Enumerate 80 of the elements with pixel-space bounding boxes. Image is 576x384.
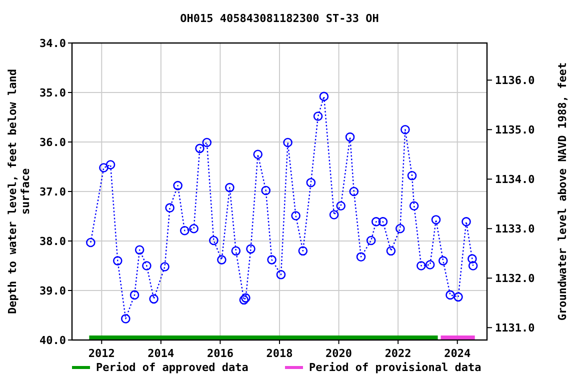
point: [202, 138, 212, 148]
point: [313, 112, 323, 121]
point: [298, 246, 308, 256]
y-tick-label: 34.0: [40, 37, 66, 50]
x-tick-label: 2024: [444, 347, 471, 360]
y-tick-label: 38.0: [40, 235, 66, 248]
x-tick-label: 2014: [148, 347, 175, 360]
point: [454, 292, 463, 302]
point: [336, 201, 346, 210]
point: [239, 295, 249, 305]
point: [462, 217, 471, 226]
y-tick-label: 35.0: [40, 86, 66, 100]
y2-tick-label: 1132.0: [495, 272, 535, 286]
point: [345, 132, 355, 142]
y2-tick-label: 1135.0: [495, 124, 535, 137]
point: [134, 245, 144, 255]
point: [246, 244, 256, 254]
x-tick-label: 2020: [326, 347, 352, 360]
point: [86, 238, 96, 248]
point: [378, 217, 388, 226]
point: [261, 186, 271, 196]
point: [189, 224, 198, 234]
point: [366, 236, 376, 246]
x-tick-label: 2016: [206, 347, 234, 360]
point: [283, 138, 292, 148]
point: [253, 150, 263, 160]
y2-tick-label: 1131.0: [495, 322, 535, 335]
point: [180, 226, 190, 236]
legend-label: Period of approved data: [96, 361, 248, 374]
point: [241, 293, 250, 303]
point: [195, 144, 204, 154]
point: [395, 224, 405, 234]
point: [319, 92, 329, 102]
point: [217, 255, 226, 264]
point: [225, 182, 234, 192]
point: [173, 180, 182, 190]
y-tick-label: 40.0: [40, 334, 66, 347]
legend-label: Period of provisional data: [309, 361, 482, 374]
point: [356, 252, 366, 262]
point: [409, 201, 419, 210]
y2-tick-label: 1134.0: [495, 173, 535, 186]
y2-axis-title: Groundwater level above NAVD 1988, feet: [556, 62, 569, 321]
point: [446, 290, 455, 300]
y-tick-label: 36.0: [40, 136, 66, 149]
y2-tick-label: 1136.0: [495, 74, 535, 88]
point: [371, 217, 381, 226]
point: [438, 256, 448, 266]
point: [276, 270, 286, 280]
point: [209, 236, 218, 246]
y2-tick-label: 1133.0: [495, 222, 535, 236]
point: [291, 211, 300, 220]
point: [113, 256, 122, 266]
point: [99, 163, 108, 172]
x-tick-label: 2022: [384, 347, 412, 360]
y-tick-label: 37.0: [40, 186, 66, 198]
point: [267, 255, 276, 264]
point: [431, 215, 441, 224]
point: [149, 294, 158, 304]
point: [142, 261, 152, 270]
x-tick-label: 2018: [266, 347, 293, 360]
point: [231, 246, 241, 256]
point: [349, 186, 359, 196]
point: [416, 261, 426, 270]
point: [468, 254, 477, 264]
point: [165, 203, 174, 212]
x-tick-label: 2012: [88, 347, 115, 360]
point: [306, 178, 316, 188]
point: [386, 246, 396, 256]
point: [407, 171, 417, 180]
point: [425, 260, 435, 270]
y-axis-title: Depth to water level, feet below land surface: [6, 68, 32, 314]
chart-title: OH015 405843081182300 ST-33 OH: [180, 12, 379, 25]
y-tick-label: 39.0: [40, 284, 66, 298]
point: [329, 210, 339, 220]
point: [400, 124, 410, 134]
point: [106, 160, 116, 170]
point: [468, 261, 478, 270]
point: [130, 290, 140, 300]
point: [160, 262, 170, 272]
point: [121, 314, 130, 324]
